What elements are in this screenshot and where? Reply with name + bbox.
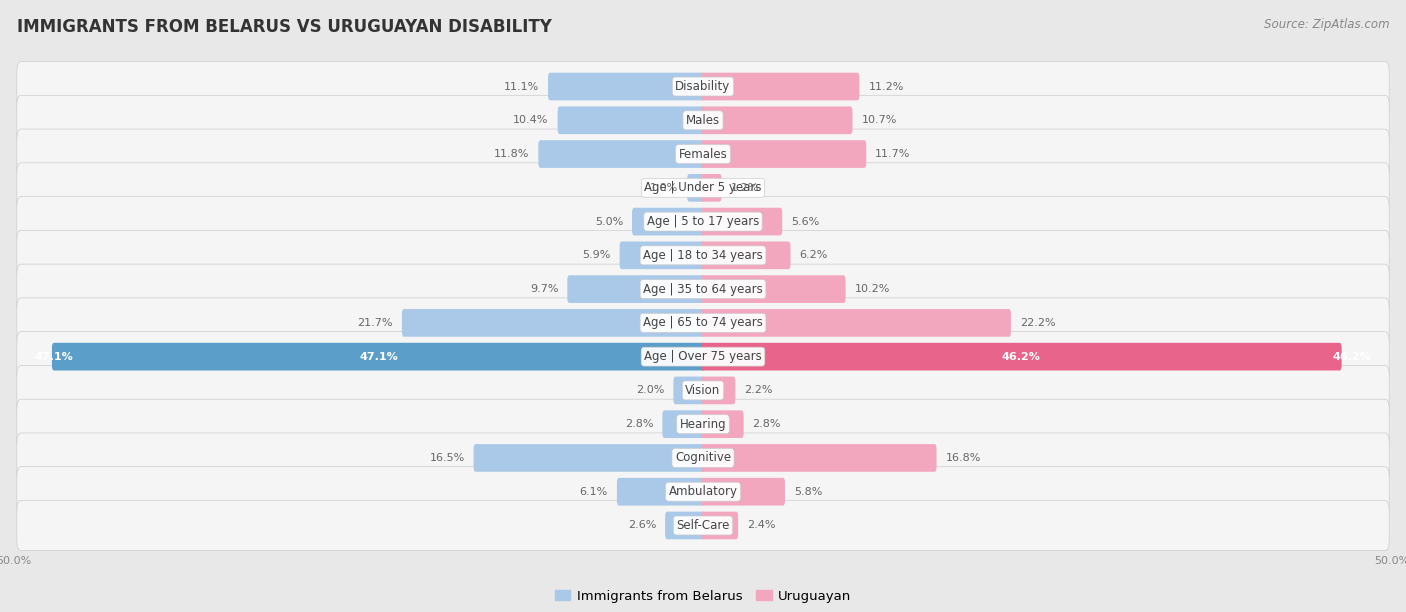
FancyBboxPatch shape — [17, 501, 1389, 550]
FancyBboxPatch shape — [17, 467, 1389, 517]
FancyBboxPatch shape — [17, 433, 1389, 483]
Text: Age | 65 to 74 years: Age | 65 to 74 years — [643, 316, 763, 329]
Text: 11.2%: 11.2% — [869, 81, 904, 92]
Text: Age | Under 5 years: Age | Under 5 years — [644, 181, 762, 195]
Text: Self-Care: Self-Care — [676, 519, 730, 532]
FancyBboxPatch shape — [17, 95, 1389, 145]
Text: 9.7%: 9.7% — [530, 284, 558, 294]
Text: 5.8%: 5.8% — [794, 487, 823, 497]
Text: 21.7%: 21.7% — [357, 318, 392, 328]
FancyBboxPatch shape — [662, 410, 704, 438]
Text: 1.0%: 1.0% — [650, 183, 678, 193]
Text: Source: ZipAtlas.com: Source: ZipAtlas.com — [1264, 18, 1389, 31]
Text: 5.6%: 5.6% — [792, 217, 820, 226]
Text: 6.1%: 6.1% — [579, 487, 607, 497]
FancyBboxPatch shape — [673, 376, 704, 405]
FancyBboxPatch shape — [17, 264, 1389, 314]
Text: 5.9%: 5.9% — [582, 250, 610, 260]
Text: Age | 35 to 64 years: Age | 35 to 64 years — [643, 283, 763, 296]
Text: 10.4%: 10.4% — [513, 115, 548, 125]
Text: Ambulatory: Ambulatory — [668, 485, 738, 498]
Text: 22.2%: 22.2% — [1019, 318, 1056, 328]
FancyBboxPatch shape — [17, 298, 1389, 348]
FancyBboxPatch shape — [474, 444, 704, 472]
FancyBboxPatch shape — [688, 174, 704, 202]
Text: 16.8%: 16.8% — [945, 453, 981, 463]
Text: Males: Males — [686, 114, 720, 127]
Text: IMMIGRANTS FROM BELARUS VS URUGUAYAN DISABILITY: IMMIGRANTS FROM BELARUS VS URUGUAYAN DIS… — [17, 18, 551, 36]
Text: 2.8%: 2.8% — [624, 419, 654, 429]
Text: Hearing: Hearing — [679, 417, 727, 431]
FancyBboxPatch shape — [702, 174, 721, 202]
FancyBboxPatch shape — [548, 73, 704, 100]
FancyBboxPatch shape — [702, 410, 744, 438]
Text: Disability: Disability — [675, 80, 731, 93]
Text: 10.7%: 10.7% — [862, 115, 897, 125]
FancyBboxPatch shape — [702, 207, 782, 236]
Text: 10.2%: 10.2% — [855, 284, 890, 294]
FancyBboxPatch shape — [17, 332, 1389, 382]
Text: 11.7%: 11.7% — [875, 149, 911, 159]
FancyBboxPatch shape — [702, 512, 738, 539]
FancyBboxPatch shape — [17, 399, 1389, 449]
FancyBboxPatch shape — [702, 242, 790, 269]
Text: Age | Over 75 years: Age | Over 75 years — [644, 350, 762, 363]
FancyBboxPatch shape — [702, 73, 859, 100]
Text: 2.2%: 2.2% — [744, 386, 773, 395]
Text: 46.2%: 46.2% — [1333, 352, 1371, 362]
FancyBboxPatch shape — [620, 242, 704, 269]
Text: 47.1%: 47.1% — [359, 352, 398, 362]
FancyBboxPatch shape — [702, 444, 936, 472]
FancyBboxPatch shape — [402, 309, 704, 337]
FancyBboxPatch shape — [665, 512, 704, 539]
FancyBboxPatch shape — [17, 230, 1389, 280]
FancyBboxPatch shape — [17, 62, 1389, 111]
Text: 2.4%: 2.4% — [747, 520, 776, 531]
Legend: Immigrants from Belarus, Uruguayan: Immigrants from Belarus, Uruguayan — [550, 584, 856, 608]
FancyBboxPatch shape — [702, 343, 1341, 370]
Text: 11.8%: 11.8% — [494, 149, 530, 159]
Text: 6.2%: 6.2% — [800, 250, 828, 260]
FancyBboxPatch shape — [702, 478, 785, 506]
Text: Cognitive: Cognitive — [675, 452, 731, 465]
FancyBboxPatch shape — [567, 275, 704, 303]
Text: 1.2%: 1.2% — [731, 183, 759, 193]
Text: 47.1%: 47.1% — [35, 352, 73, 362]
Text: 2.0%: 2.0% — [636, 386, 665, 395]
Text: Females: Females — [679, 147, 727, 160]
Text: Age | 18 to 34 years: Age | 18 to 34 years — [643, 249, 763, 262]
Text: 5.0%: 5.0% — [595, 217, 623, 226]
FancyBboxPatch shape — [52, 343, 704, 370]
FancyBboxPatch shape — [17, 196, 1389, 247]
FancyBboxPatch shape — [702, 309, 1011, 337]
FancyBboxPatch shape — [633, 207, 704, 236]
Text: 11.1%: 11.1% — [503, 81, 538, 92]
Text: 2.8%: 2.8% — [752, 419, 782, 429]
FancyBboxPatch shape — [538, 140, 704, 168]
Text: 16.5%: 16.5% — [429, 453, 464, 463]
FancyBboxPatch shape — [17, 365, 1389, 416]
FancyBboxPatch shape — [702, 140, 866, 168]
Text: Vision: Vision — [685, 384, 721, 397]
Text: 46.2%: 46.2% — [1002, 352, 1040, 362]
FancyBboxPatch shape — [17, 163, 1389, 213]
FancyBboxPatch shape — [617, 478, 704, 506]
FancyBboxPatch shape — [702, 106, 852, 134]
FancyBboxPatch shape — [17, 129, 1389, 179]
Text: Age | 5 to 17 years: Age | 5 to 17 years — [647, 215, 759, 228]
FancyBboxPatch shape — [558, 106, 704, 134]
FancyBboxPatch shape — [702, 275, 845, 303]
FancyBboxPatch shape — [702, 376, 735, 405]
Text: 2.6%: 2.6% — [627, 520, 657, 531]
